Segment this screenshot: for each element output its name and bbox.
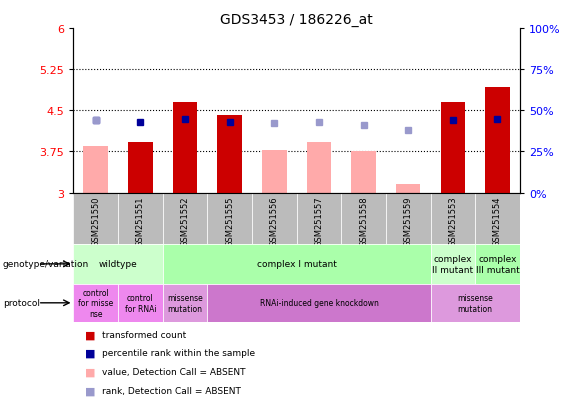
Text: GSM251558: GSM251558 bbox=[359, 196, 368, 246]
Text: percentile rank within the sample: percentile rank within the sample bbox=[102, 349, 255, 358]
Text: genotype/variation: genotype/variation bbox=[3, 260, 89, 269]
Bar bbox=[386, 193, 431, 244]
Bar bbox=[163, 244, 431, 284]
Bar bbox=[118, 193, 163, 244]
Bar bbox=[262, 150, 286, 193]
Text: GSM251554: GSM251554 bbox=[493, 196, 502, 246]
Title: GDS3453 / 186226_at: GDS3453 / 186226_at bbox=[220, 12, 373, 26]
Text: ■: ■ bbox=[85, 367, 95, 377]
Text: RNAi-induced gene knockdown: RNAi-induced gene knockdown bbox=[259, 299, 379, 308]
Bar bbox=[207, 284, 431, 322]
Bar bbox=[431, 284, 520, 322]
Text: GSM251559: GSM251559 bbox=[404, 196, 412, 246]
Bar bbox=[431, 244, 475, 284]
Bar bbox=[218, 115, 242, 193]
Text: GSM251557: GSM251557 bbox=[315, 196, 323, 246]
Bar bbox=[475, 193, 520, 244]
Bar bbox=[475, 244, 520, 284]
Text: complex I mutant: complex I mutant bbox=[257, 260, 337, 269]
Bar bbox=[73, 244, 163, 284]
Text: missense
mutation: missense mutation bbox=[167, 293, 203, 313]
Text: complex
III mutant: complex III mutant bbox=[476, 254, 519, 274]
Bar bbox=[485, 88, 510, 193]
Bar bbox=[297, 193, 341, 244]
Bar bbox=[73, 193, 118, 244]
Text: transformed count: transformed count bbox=[102, 330, 186, 339]
Text: wildtype: wildtype bbox=[99, 260, 137, 269]
Bar bbox=[118, 284, 163, 322]
Bar bbox=[431, 193, 475, 244]
Bar bbox=[163, 284, 207, 322]
Bar bbox=[341, 193, 386, 244]
Bar bbox=[163, 193, 207, 244]
Bar bbox=[307, 142, 331, 193]
Text: rank, Detection Call = ABSENT: rank, Detection Call = ABSENT bbox=[102, 386, 241, 395]
Text: value, Detection Call = ABSENT: value, Detection Call = ABSENT bbox=[102, 367, 245, 376]
Text: control
for misse
nse: control for misse nse bbox=[78, 288, 114, 318]
Text: protocol: protocol bbox=[3, 299, 40, 308]
Text: complex
II mutant: complex II mutant bbox=[432, 254, 473, 274]
Bar bbox=[84, 147, 108, 193]
Text: ■: ■ bbox=[85, 385, 95, 395]
Text: GSM251555: GSM251555 bbox=[225, 196, 234, 246]
Text: GSM251552: GSM251552 bbox=[181, 196, 189, 246]
Bar bbox=[207, 193, 252, 244]
Bar bbox=[351, 152, 376, 193]
Text: control
for RNAi: control for RNAi bbox=[125, 293, 156, 313]
Bar bbox=[396, 185, 420, 193]
Text: missense
mutation: missense mutation bbox=[457, 293, 493, 313]
Text: GSM251556: GSM251556 bbox=[270, 196, 279, 246]
Bar bbox=[128, 142, 153, 193]
Bar bbox=[252, 193, 297, 244]
Bar bbox=[441, 103, 465, 193]
Bar bbox=[173, 103, 197, 193]
Text: GSM251553: GSM251553 bbox=[449, 196, 457, 246]
Text: ■: ■ bbox=[85, 348, 95, 358]
Text: GSM251551: GSM251551 bbox=[136, 196, 145, 246]
Text: ■: ■ bbox=[85, 330, 95, 339]
Text: GSM251550: GSM251550 bbox=[92, 196, 100, 246]
Bar bbox=[73, 284, 118, 322]
